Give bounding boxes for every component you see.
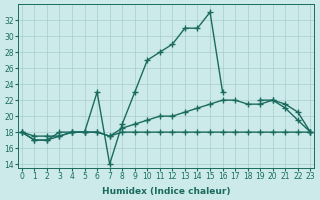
X-axis label: Humidex (Indice chaleur): Humidex (Indice chaleur): [102, 187, 230, 196]
